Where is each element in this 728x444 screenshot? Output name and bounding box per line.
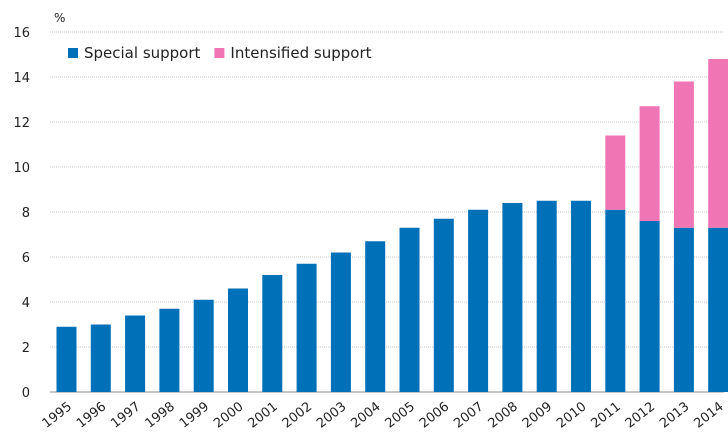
bar xyxy=(536,200,557,392)
bar xyxy=(605,135,626,210)
legend: Special support Intensified support xyxy=(68,44,372,62)
bar xyxy=(639,106,660,221)
bar xyxy=(296,263,317,392)
x-tick-label: 1996 xyxy=(74,399,109,431)
y-tick-label: 12 xyxy=(13,116,30,131)
bar xyxy=(605,209,626,392)
y-tick-label: 10 xyxy=(13,161,30,176)
x-tick-label: 1998 xyxy=(143,399,178,431)
bar xyxy=(262,275,283,392)
x-tick-label: 1999 xyxy=(177,399,212,431)
x-tick-label: 2008 xyxy=(486,399,521,431)
bar xyxy=(228,288,248,392)
bar xyxy=(639,221,660,392)
x-tick-label: 2005 xyxy=(383,399,418,431)
x-tick-label: 2011 xyxy=(588,399,623,431)
bar xyxy=(502,203,523,392)
bar xyxy=(125,315,146,392)
bar xyxy=(193,299,214,392)
x-tick-label: 2009 xyxy=(520,399,555,431)
x-tick-label: 2006 xyxy=(417,399,452,431)
x-tick-label: 2013 xyxy=(657,399,692,431)
y-tick-label: 2 xyxy=(22,341,30,356)
series-0 xyxy=(56,200,728,392)
bar xyxy=(90,324,111,392)
bar xyxy=(330,252,351,392)
bar xyxy=(468,209,489,392)
legend-item: Intensified support xyxy=(214,44,372,62)
y-tick-label: 8 xyxy=(22,206,30,221)
x-tick-label: 2004 xyxy=(348,399,383,431)
y-tick-label: 14 xyxy=(13,71,30,86)
x-tick-label: 2002 xyxy=(280,399,315,431)
x-tick-label: 2000 xyxy=(211,399,246,431)
legend-swatch xyxy=(214,48,225,58)
series-1 xyxy=(605,59,728,228)
bar xyxy=(673,81,694,228)
bars xyxy=(56,59,728,392)
bar xyxy=(56,326,77,392)
y-tick-label: 16 xyxy=(13,26,30,41)
y-axis-tick-labels: 0 2 4 6 8 10 12 14 16 xyxy=(13,26,30,401)
bar xyxy=(399,227,420,392)
legend-swatch xyxy=(68,48,78,58)
x-tick-label: 2003 xyxy=(314,399,349,431)
bar xyxy=(365,241,386,392)
legend-label: Intensified support xyxy=(230,44,371,62)
y-tick-label: 4 xyxy=(22,296,30,311)
x-tick-label: 1997 xyxy=(108,399,143,431)
y-axis-unit-label: % xyxy=(54,11,65,25)
x-tick-label: 2014 xyxy=(691,399,726,431)
bar xyxy=(433,218,454,392)
x-axis-tick-labels: 1995199619971998199920002001200220032004… xyxy=(40,399,727,431)
y-tick-label: 0 xyxy=(22,386,30,401)
x-tick-label: 1995 xyxy=(40,399,75,431)
bar xyxy=(673,227,694,392)
x-tick-label: 2010 xyxy=(554,399,589,431)
bar xyxy=(159,308,180,392)
legend-item: Special support xyxy=(68,44,201,62)
legend-label: Special support xyxy=(84,44,201,62)
bar xyxy=(708,59,728,228)
bar xyxy=(708,227,728,392)
y-tick-label: 6 xyxy=(22,251,30,266)
x-tick-label: 2007 xyxy=(451,399,486,431)
bar xyxy=(571,200,591,392)
x-tick-label: 2001 xyxy=(245,399,280,431)
x-tick-label: 2012 xyxy=(623,399,658,431)
